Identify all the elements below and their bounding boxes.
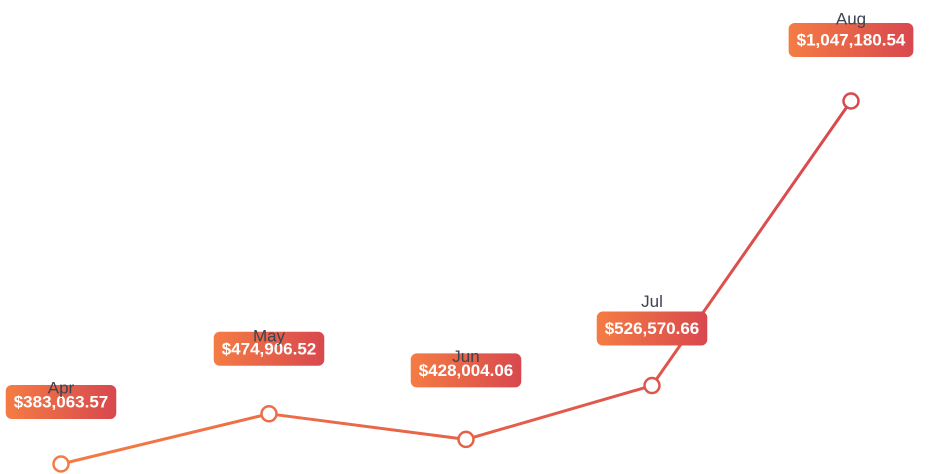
series-line xyxy=(59,99,853,466)
label-group-apr: $383,063.57 xyxy=(5,385,117,419)
value-label-box xyxy=(596,311,708,346)
label-group-may: $474,906.52 xyxy=(213,331,325,366)
value-label: $474,906.52 xyxy=(222,339,317,358)
value-label: $526,570.66 xyxy=(605,319,700,338)
label-group-jul: $526,570.66 xyxy=(596,311,708,346)
value-label: $428,004.06 xyxy=(419,361,514,380)
month-label-apr: Apr xyxy=(48,379,75,398)
value-label-box xyxy=(213,331,325,366)
value-label: $1,047,180.54 xyxy=(797,31,906,50)
data-point-apr xyxy=(52,455,70,473)
month-label-jun: Jun xyxy=(452,347,479,366)
label-group-jun: $428,004.06 xyxy=(410,353,522,388)
data-point-jul xyxy=(643,376,661,395)
value-label: $383,063.57 xyxy=(14,393,109,412)
data-point-aug xyxy=(842,92,860,110)
data-points xyxy=(52,92,860,473)
month-label-aug: Aug xyxy=(836,10,866,29)
value-label-box xyxy=(410,353,522,388)
data-point-may xyxy=(260,405,278,423)
value-label-box xyxy=(5,385,117,419)
month-label-may: May xyxy=(253,326,286,345)
data-labels: $383,063.57Apr$474,906.52May$428,004.06J… xyxy=(5,10,914,419)
label-group-aug: $1,047,180.54 xyxy=(788,23,914,57)
month-label-jul: Jul xyxy=(641,292,663,311)
data-point-jun xyxy=(457,430,475,449)
value-label-box xyxy=(788,23,914,57)
